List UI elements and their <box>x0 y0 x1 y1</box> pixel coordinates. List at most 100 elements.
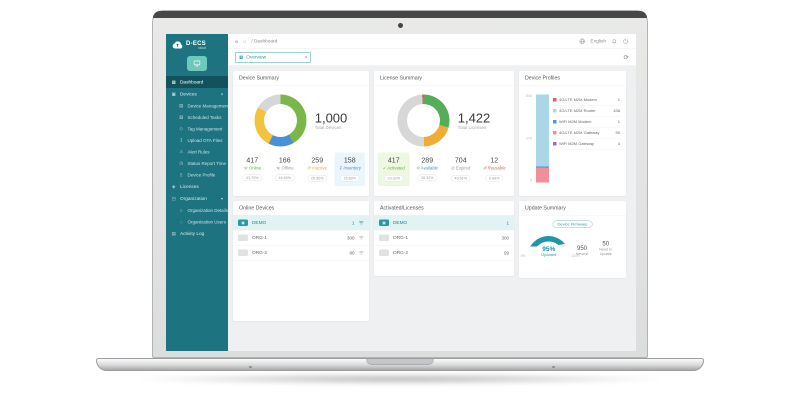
stat-value: 704 <box>454 156 467 164</box>
sidebar-collapse-button[interactable]: « <box>235 37 239 45</box>
stat-reusable[interactable]: 12 ↺ Reusable 0.84% <box>479 153 511 187</box>
legend-value: 1 <box>617 119 620 125</box>
legend-swatch <box>553 142 557 146</box>
license-summary-donut-chart <box>397 94 450 147</box>
device-firmware-badge[interactable]: Device Firmware <box>552 220 593 228</box>
total-devices-label: Total Devices <box>314 125 342 131</box>
laptop-base-detail <box>551 366 555 368</box>
stat-expired[interactable]: 704 ⊘ Expired 49.51% <box>445 153 477 187</box>
stat-value: 950 <box>576 244 587 252</box>
gauge-value: 95% <box>542 245 556 253</box>
home-icon[interactable]: ⌂ <box>243 38 247 45</box>
refresh-icon[interactable]: ⟳ <box>623 53 629 61</box>
online-devices-card: Online Devices ▦ DEMO 1 <box>233 201 369 321</box>
axis-tick: 0 <box>529 178 532 183</box>
stat-available[interactable]: 289 ℗ Available 20.32% <box>412 153 444 187</box>
axis-tick: 540 <box>525 93 532 99</box>
user-avatar-button[interactable] <box>187 56 207 71</box>
organization-select[interactable]: ▦ Overview ▾ <box>235 51 311 63</box>
main-area: « ⌂ / Dashboard English <box>228 34 636 351</box>
stat-percent: 25.90% <box>307 175 328 182</box>
legend-swatch <box>553 120 557 124</box>
activated-licenses-row-org1[interactable]: ORG-1 300 <box>374 231 514 246</box>
laptop-display: D-ECS cloud ▦ Dashboard <box>166 34 636 351</box>
stat-inventory[interactable]: 158 ↧ Inventory 15.80% <box>334 152 365 186</box>
profiles-legend: 4G/LTE M2M Modem 1 4G/LTE M2M Router 438 <box>552 95 621 183</box>
language-label[interactable]: English <box>590 38 606 45</box>
logo-subtitle: cloud <box>198 46 206 51</box>
info-icon: ○ <box>179 207 183 213</box>
org-chip-icon: ▦ <box>379 219 389 226</box>
logout-icon[interactable] <box>623 38 630 45</box>
activated-licenses-row-org2[interactable]: ORG-2 99 <box>374 246 514 261</box>
sidebar-item-label: Device Profile <box>187 172 216 178</box>
legend-name: WiFi M2M Modem <box>559 119 592 125</box>
logo-text: D-ECS cloud <box>186 40 206 50</box>
sidebar-item-alert-rules[interactable]: ⚠ Alert Rules <box>166 146 228 158</box>
stat-activated[interactable]: 417 ✓ Activated 29.32% <box>378 152 410 186</box>
online-devices-row-org1[interactable]: ORG-1 300 <box>233 231 369 246</box>
stacked-bar <box>536 94 549 183</box>
org-name: ORG-2 <box>252 250 268 256</box>
sidebar-item-licenses[interactable]: ◈ Licenses <box>166 181 228 193</box>
sidebar-item-device-profile[interactable]: ▯ Device Profile <box>166 169 228 181</box>
org-name: DEMO <box>252 220 267 226</box>
stat-value: 12 <box>490 156 499 164</box>
wifi-off-icon <box>276 166 280 170</box>
dashboard-icon: ▦ <box>171 79 176 85</box>
activated-licenses-row-demo[interactable]: ▦ DEMO 1 <box>374 215 514 231</box>
stat-offline[interactable]: 166 Offline 16.60% <box>270 153 301 187</box>
stat-inactive[interactable]: 259 ⟳ Inactive 25.90% <box>302 153 333 187</box>
online-devices-row-demo[interactable]: ▦ DEMO 1 <box>233 215 369 231</box>
org-value: 1 <box>351 220 355 226</box>
chevron-down-icon: ▾ <box>220 196 223 201</box>
chevron-down-icon: ▾ <box>220 91 223 97</box>
column-2: License Summary 1,422 Total Licenses <box>374 71 514 276</box>
stat-label: ✓ Activated <box>382 165 405 171</box>
sidebar-item-tag-management[interactable]: ◇ Tag Management <box>166 123 228 135</box>
need-update-stat: 50 Need to Update <box>594 240 617 257</box>
sidebar-item-label: Organization Users <box>187 219 227 225</box>
sidebar-item-organization-details[interactable]: ○ Organization Details <box>166 205 228 217</box>
axis-tick: 270 <box>525 135 532 141</box>
legend-name: WiFi M2M Gateway <box>559 141 594 147</box>
sidebar-item-upload-ota-files[interactable]: ↥ Upload OTA Files <box>166 135 228 147</box>
chevron-down-icon: ▾ <box>304 55 307 60</box>
sidebar-item-devices[interactable]: ▣ Devices ▾ <box>166 88 228 100</box>
stat-online[interactable]: 417 Online 41.70% <box>237 153 268 187</box>
sidebar-item-dashboard[interactable]: ▦ Dashboard <box>166 76 228 88</box>
sidebar-item-status-report-time[interactable]: ◷ Status Report Time <box>166 158 228 170</box>
org-chip-icon <box>238 249 248 256</box>
legend-swatch <box>553 131 557 135</box>
stat-value: 158 <box>343 156 356 164</box>
online-devices-row-org2[interactable]: ORG-2 80 <box>233 246 369 261</box>
wifi-icon <box>243 166 248 170</box>
org-value: 300 <box>501 235 509 241</box>
sidebar-item-label: Status Report Time <box>187 160 227 166</box>
laptop-notch <box>366 359 434 365</box>
update-summary-card: Update Summary Device Firmware 95% <box>519 201 626 278</box>
check-icon: ✓ <box>382 165 387 171</box>
device-donut-row: 1,000 Total Devices <box>233 86 369 153</box>
bell-icon[interactable] <box>611 38 618 45</box>
org-chip-icon <box>379 234 389 241</box>
sidebar-item-organization-users[interactable]: ◌ Organization Users <box>166 216 228 228</box>
sidebar-item-activity-log[interactable]: ▤ Activity Log <box>166 228 228 240</box>
globe-icon[interactable] <box>579 38 586 45</box>
total-devices-value: 1,000 <box>314 110 348 126</box>
clock-icon: ◷ <box>179 160 184 166</box>
stat-label: ↺ Reusable <box>482 165 506 171</box>
sidebar-item-device-management[interactable]: ▤ Device Management <box>166 100 229 112</box>
device-profiles-chart: 540 270 0 4G/LTE M2M Modem <box>519 86 626 188</box>
total-licenses-value: 1,422 <box>457 110 491 126</box>
wifi-icon <box>358 235 364 240</box>
stat-label: Online <box>238 166 267 171</box>
dashboard-app: D-ECS cloud ▦ Dashboard <box>166 34 636 351</box>
sidebar-item-organization[interactable]: ◳ Organization ▾ <box>166 193 228 205</box>
laptop-base-detail <box>248 366 252 368</box>
org-chip-icon <box>238 234 248 241</box>
device-summary-card: Device Summary 1,000 Total Devices <box>233 71 369 196</box>
sidebar-item-scheduled-tasks[interactable]: ▥ Scheduled Tasks <box>166 112 228 124</box>
users-icon: ◌ <box>179 219 183 225</box>
stat-label: ⊘ Expired <box>451 165 471 171</box>
